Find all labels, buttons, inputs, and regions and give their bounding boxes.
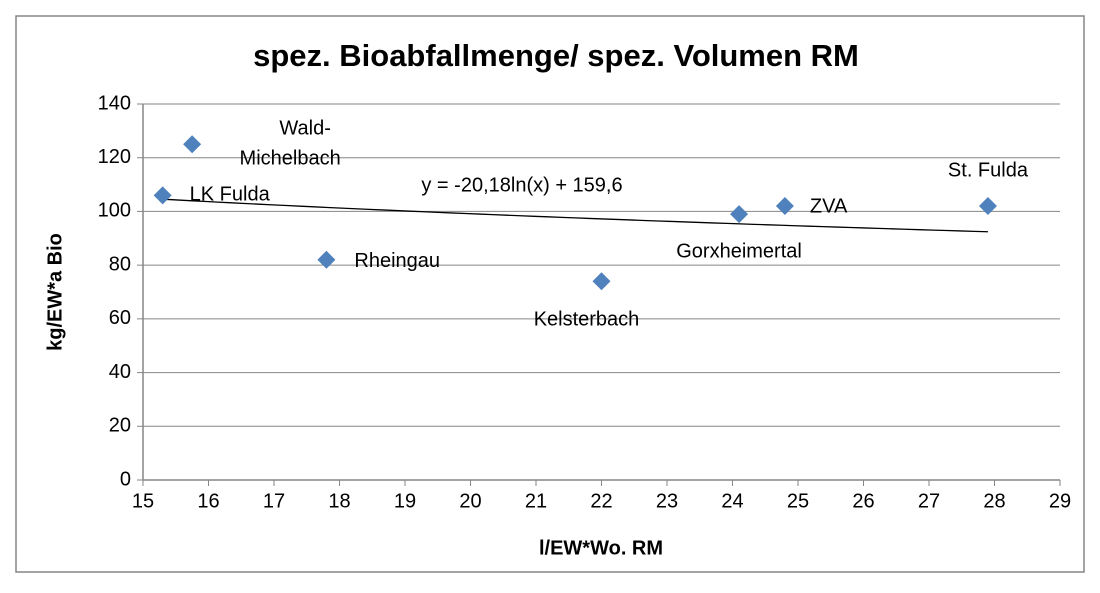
point-label: ZVA bbox=[810, 195, 848, 217]
x-tick-label: 19 bbox=[394, 490, 416, 512]
point-label: Rheingau bbox=[354, 250, 440, 272]
x-tick-label: 17 bbox=[263, 490, 285, 512]
y-tick-label: 0 bbox=[120, 468, 131, 490]
data-point bbox=[317, 250, 336, 269]
x-tick-label: 27 bbox=[918, 490, 940, 512]
x-tick-label: 29 bbox=[1049, 490, 1071, 512]
point-label: LK Fulda bbox=[190, 184, 271, 206]
point-label: St. Fulda bbox=[948, 159, 1029, 181]
y-tick-label: 140 bbox=[98, 92, 131, 114]
x-tick-label: 26 bbox=[852, 490, 874, 512]
x-tick-label: 20 bbox=[459, 490, 481, 512]
data-point bbox=[183, 135, 202, 154]
trendline bbox=[162, 198, 988, 233]
y-tick-label: 40 bbox=[109, 361, 131, 383]
data-point bbox=[775, 197, 794, 216]
data-point bbox=[592, 272, 611, 291]
data-point bbox=[978, 197, 997, 216]
x-tick-label: 22 bbox=[590, 490, 612, 512]
chart-title: spez. Bioabfallmenge/ spez. Volumen RM bbox=[253, 38, 859, 73]
point-label: Kelsterbach bbox=[534, 309, 640, 331]
trendline-label: y = -20,18ln(x) + 159,6 bbox=[421, 174, 622, 196]
x-tick-label: 21 bbox=[525, 490, 547, 512]
x-tick-label: 18 bbox=[328, 490, 350, 512]
y-tick-label: 120 bbox=[98, 146, 131, 168]
chart-border bbox=[15, 15, 1085, 573]
point-label: Gorxheimertal bbox=[676, 240, 802, 262]
y-tick-label: 100 bbox=[98, 200, 131, 222]
x-tick-label: 23 bbox=[656, 490, 678, 512]
y-tick-label: 60 bbox=[109, 307, 131, 329]
data-point bbox=[153, 186, 172, 205]
data-point bbox=[730, 205, 749, 224]
x-tick-label: 28 bbox=[983, 490, 1005, 512]
x-axis-label: l/EW*Wo. RM bbox=[539, 537, 663, 559]
point-label: Wald-Michelbach bbox=[240, 118, 341, 170]
y-axis-label: kg/EW*a Bio bbox=[44, 233, 66, 351]
x-tick-label: 25 bbox=[787, 490, 809, 512]
x-tick-label: 16 bbox=[197, 490, 219, 512]
x-tick-label: 15 bbox=[132, 490, 154, 512]
y-tick-label: 80 bbox=[109, 253, 131, 275]
x-tick-label: 24 bbox=[721, 490, 743, 512]
y-tick-label: 20 bbox=[109, 415, 131, 437]
